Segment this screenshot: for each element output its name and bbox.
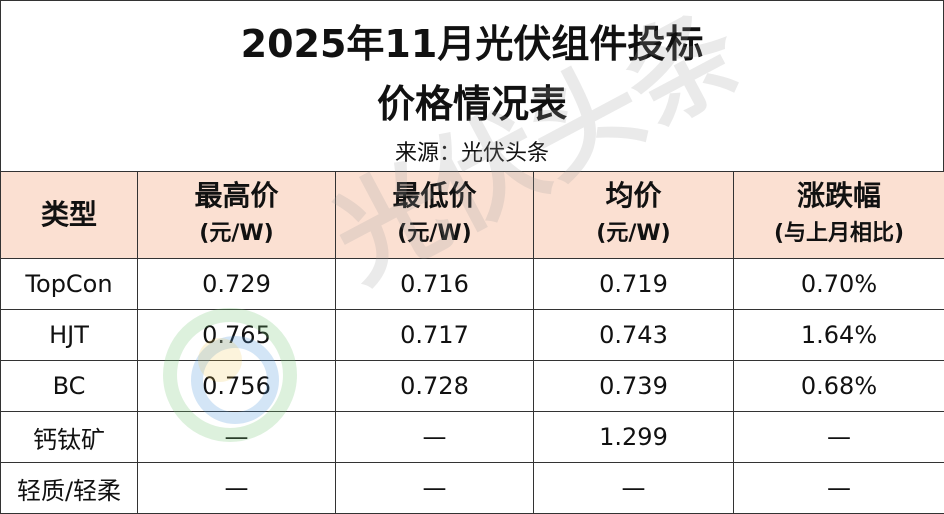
title: 2025年11月光伏组件投标 [1,13,943,68]
cell: 0.716 [336,259,534,310]
column-header: 均价(元/W) [534,172,734,259]
column-header: 类型 [1,172,138,259]
source: 来源：光伏头条 [1,135,943,167]
type-cell: 钙钛矿 [1,412,138,463]
header-row: 类型最高价(元/W)最低价(元/W)均价(元/W)涨跌幅(与上月相比) [1,172,944,259]
column-header: 最高价(元/W) [138,172,336,259]
column-header: 最低价(元/W) [336,172,534,259]
column-header: 涨跌幅(与上月相比) [734,172,944,259]
cell: — [336,412,534,463]
cell: — [138,463,336,514]
cell: 0.719 [534,259,734,310]
unit: (元/W) [336,215,533,253]
cell: 1.299 [534,412,734,463]
header-label: 涨跌幅 [734,177,944,215]
title: 价格情况表 [1,73,943,128]
row: 轻质/轻柔———— [1,463,944,514]
cell: 0.70% [734,259,944,310]
cell: 0.729 [138,259,336,310]
cell: 0.765 [138,310,336,361]
cell: 0.739 [534,361,734,412]
price-table: 类型最高价(元/W)最低价(元/W)均价(元/W)涨跌幅(与上月相比) TopC… [0,171,944,514]
cell: 0.717 [336,310,534,361]
row: 钙钛矿——1.299— [1,412,944,463]
type-cell: HJT [1,310,138,361]
unit: (元/W) [534,215,733,253]
type-cell: TopCon [1,259,138,310]
cell: — [734,463,944,514]
cell: 0.728 [336,361,534,412]
cell: 0.743 [534,310,734,361]
type-cell: BC [1,361,138,412]
unit: (与上月相比) [734,215,944,253]
cell: — [336,463,534,514]
cell: — [138,412,336,463]
header-label: 类型 [1,196,137,234]
header-label: 最低价 [336,177,533,215]
header: 2025年11月光伏组件投标 价格情况表 来源：光伏头条 [0,0,944,172]
type-cell: 轻质/轻柔 [1,463,138,514]
cell: 0.756 [138,361,336,412]
header-label: 最高价 [138,177,335,215]
cell: — [734,412,944,463]
cell: — [534,463,734,514]
cell: 1.64% [734,310,944,361]
header-label: 均价 [534,177,733,215]
cell: 0.68% [734,361,944,412]
unit: (元/W) [138,215,335,253]
